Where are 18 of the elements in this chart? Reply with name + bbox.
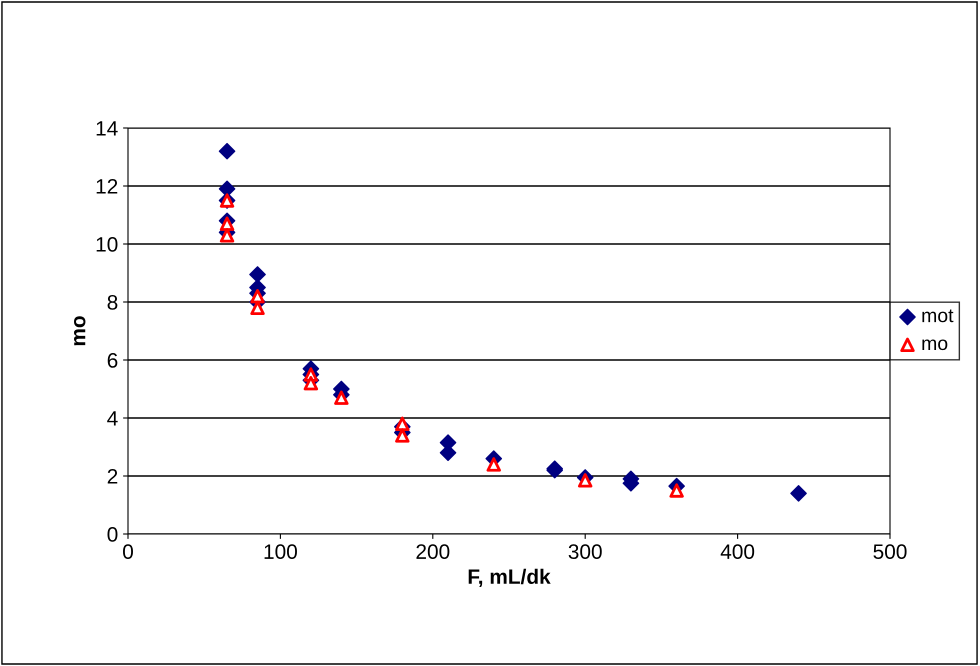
x-tick-label: 400 bbox=[720, 544, 754, 560]
y-axis-title: mo bbox=[74, 316, 86, 346]
y-tick-label: 6 bbox=[108, 353, 118, 368]
y-tick-label: 4 bbox=[107, 411, 118, 426]
y-tick-label: 14 bbox=[96, 121, 118, 136]
y-tick-label: 12 bbox=[96, 179, 118, 194]
y-tick-label: 2 bbox=[108, 469, 118, 484]
x-tick-label: 100 bbox=[264, 544, 297, 560]
legend-label: mo bbox=[922, 339, 948, 350]
x-tick-label: 200 bbox=[416, 544, 450, 560]
x-tick-label: 500 bbox=[873, 544, 907, 560]
x-tick-label: 300 bbox=[568, 544, 602, 560]
y-tick-label: 0 bbox=[108, 527, 118, 542]
x-axis-title: F, mL/dk bbox=[468, 568, 551, 588]
legend-label: mot bbox=[922, 310, 954, 322]
y-tick-label: 8 bbox=[108, 295, 118, 310]
x-tick-label: 0 bbox=[123, 544, 133, 560]
y-tick-label: 10 bbox=[96, 237, 118, 252]
